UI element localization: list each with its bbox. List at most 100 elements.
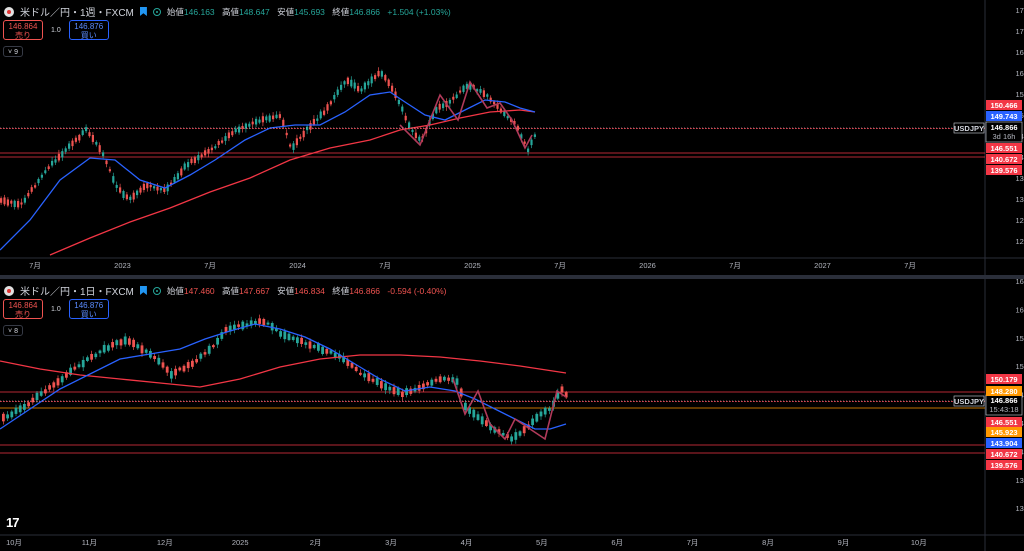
candle-body xyxy=(300,337,303,344)
candle-body xyxy=(71,140,74,147)
weekly-chart[interactable]: 175.000170.000165.000160.000155.000150.0… xyxy=(0,0,1024,275)
candle-body xyxy=(258,318,261,324)
price-tick-label: 130.000 xyxy=(1015,195,1024,204)
candle-body xyxy=(319,111,322,119)
candle-body xyxy=(115,340,119,346)
time-tick-label: 2027 xyxy=(814,261,831,270)
price-tick-label: 136.000 xyxy=(1015,476,1024,485)
price-tick-label: 152.000 xyxy=(1015,362,1024,371)
candle-body xyxy=(486,94,489,97)
candle-body xyxy=(176,173,179,180)
buy-button[interactable]: 146.876 買い xyxy=(68,20,109,40)
candle-body xyxy=(377,70,380,77)
candle-body xyxy=(102,152,105,157)
candle-body xyxy=(90,353,93,360)
time-tick-label: 7月 xyxy=(204,261,216,270)
price-level-tag: 150.466 xyxy=(990,101,1017,110)
weekly-chart-pane[interactable]: 175.000170.000165.000160.000155.000150.0… xyxy=(0,0,1024,275)
price-tick-label: 170.000 xyxy=(1015,27,1024,36)
bar-countdown: 3d 16h xyxy=(993,132,1016,141)
candle-body xyxy=(234,128,237,133)
price-level-tag: 145.923 xyxy=(990,428,1017,437)
candle-body xyxy=(48,385,51,390)
candle-body xyxy=(187,162,190,168)
candle-body xyxy=(275,328,278,332)
candle-body xyxy=(455,94,458,99)
candle-body xyxy=(375,378,379,385)
candle-body xyxy=(170,371,173,379)
candle-body xyxy=(459,90,462,93)
buy-button[interactable]: 146.876 買い xyxy=(68,299,109,319)
symbol-tag-box xyxy=(953,122,985,134)
candle-body xyxy=(503,110,506,117)
price-level-tag-box xyxy=(986,438,1022,448)
tradingview-logo-icon[interactable]: 17 xyxy=(6,515,20,530)
candle-body xyxy=(10,200,13,204)
candle-body xyxy=(282,119,285,127)
candle-body xyxy=(261,116,264,123)
candle-body xyxy=(367,373,371,382)
time-tick-label: 7月 xyxy=(29,261,41,270)
candle-body xyxy=(64,148,67,152)
red-moving-average-line xyxy=(49,109,536,256)
sell-button[interactable]: 146.864 売り xyxy=(3,299,43,319)
candle-body xyxy=(233,324,236,330)
weekly-symbol-title[interactable]: 米ドル／円・1週・FXCM xyxy=(20,8,134,19)
daily-chart-pane[interactable]: 164.000160.000156.000152.000148.000144.0… xyxy=(0,279,1024,551)
candle-body xyxy=(510,118,513,122)
price-level-tag-box xyxy=(986,427,1022,437)
candle-body xyxy=(485,420,488,427)
candle-body xyxy=(357,86,360,92)
candle-body xyxy=(363,373,366,378)
price-tick-label: 156.000 xyxy=(1015,334,1024,343)
candle-body xyxy=(174,368,177,376)
candle-body xyxy=(370,76,373,84)
candle-body xyxy=(37,178,40,184)
blue-moving-average-line xyxy=(0,91,536,251)
candle-body xyxy=(129,196,132,200)
daily-trade-buttons: 146.864 売り 1.0 146.876 買い xyxy=(3,299,109,319)
candle-body xyxy=(442,103,445,109)
time-tick-label: 11月 xyxy=(82,538,97,547)
daily-chart[interactable]: 164.000160.000156.000152.000148.000144.0… xyxy=(0,279,1024,551)
pane-separator[interactable] xyxy=(0,275,1024,279)
candle-body xyxy=(91,134,94,142)
time-tick-label: 5月 xyxy=(536,538,548,547)
candle-body xyxy=(136,190,139,196)
candle-body xyxy=(214,146,217,149)
indicator-toggle[interactable]: ˅ 9 xyxy=(3,46,23,57)
candle-body xyxy=(44,389,47,394)
candle-body xyxy=(465,83,468,89)
candle-body xyxy=(40,174,43,178)
candle-body xyxy=(159,188,162,191)
time-tick-label: 9月 xyxy=(838,538,850,547)
daily-symbol-title[interactable]: 米ドル／円・1日・FXCM xyxy=(20,287,134,298)
indicator-toggle[interactable]: ˅ 8 xyxy=(3,325,23,336)
bookmark-icon[interactable] xyxy=(139,286,147,295)
bookmark-icon[interactable] xyxy=(139,7,147,16)
candle-body xyxy=(258,119,261,123)
candle-body xyxy=(312,344,316,349)
price-level-tag-box xyxy=(986,154,1022,164)
candle-body xyxy=(73,366,77,370)
current-price-tag-box xyxy=(985,121,1023,143)
candle-body xyxy=(249,320,253,326)
candle-body xyxy=(360,88,363,92)
time-tick-label: 10月 xyxy=(6,538,22,547)
price-tick-label: 160.000 xyxy=(1015,69,1024,78)
candle-body xyxy=(434,378,438,382)
candle-body xyxy=(308,341,312,349)
usdjpy-flag-icon xyxy=(4,6,14,17)
candle-body xyxy=(195,359,198,363)
candle-body xyxy=(39,391,43,396)
price-tick-label: 120.000 xyxy=(1015,237,1024,246)
candle-body xyxy=(388,386,392,391)
candle-body xyxy=(248,123,251,127)
candle-body xyxy=(200,154,203,158)
sell-button[interactable]: 146.864 売り xyxy=(3,20,43,40)
candle-body xyxy=(384,75,387,81)
price-level-tag: 149.743 xyxy=(990,112,1017,121)
candle-body xyxy=(165,366,169,373)
candle-body xyxy=(346,359,350,366)
candle-body xyxy=(221,140,224,143)
